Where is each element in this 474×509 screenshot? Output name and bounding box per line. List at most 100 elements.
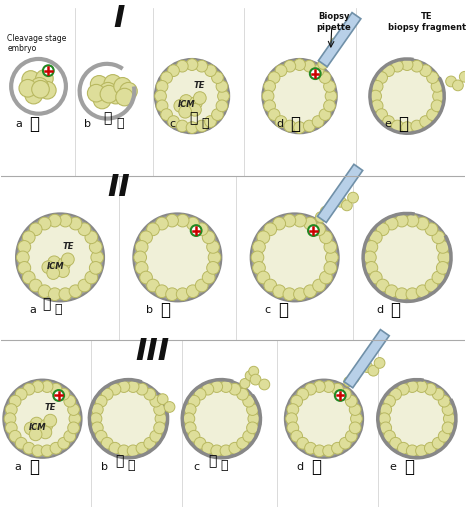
Circle shape — [168, 117, 179, 128]
Circle shape — [438, 395, 450, 407]
Circle shape — [32, 445, 44, 457]
Circle shape — [264, 101, 275, 112]
Circle shape — [442, 422, 454, 434]
Circle shape — [211, 109, 223, 121]
Text: a: a — [15, 461, 21, 471]
Circle shape — [416, 286, 429, 298]
Circle shape — [401, 60, 413, 71]
Circle shape — [133, 214, 221, 302]
Circle shape — [17, 251, 29, 264]
Circle shape — [332, 384, 343, 395]
Text: b: b — [100, 461, 108, 471]
Circle shape — [283, 288, 296, 301]
Circle shape — [268, 73, 280, 84]
Text: TE: TE — [45, 403, 56, 412]
Circle shape — [202, 272, 215, 285]
Circle shape — [431, 81, 443, 93]
Text: 🎥: 🎥 — [189, 111, 197, 125]
Circle shape — [444, 413, 455, 425]
Text: 🔬: 🔬 — [404, 457, 414, 475]
Circle shape — [351, 413, 362, 425]
Circle shape — [136, 442, 148, 454]
Circle shape — [390, 438, 401, 449]
Circle shape — [156, 81, 168, 93]
Circle shape — [310, 69, 320, 80]
Circle shape — [195, 279, 208, 292]
Circle shape — [186, 60, 198, 71]
Circle shape — [416, 218, 429, 231]
Circle shape — [371, 81, 383, 93]
Circle shape — [283, 215, 296, 228]
Circle shape — [47, 267, 60, 280]
Circle shape — [433, 91, 445, 103]
Circle shape — [438, 251, 451, 264]
Circle shape — [116, 89, 133, 107]
Circle shape — [41, 381, 53, 392]
Circle shape — [23, 442, 35, 454]
Circle shape — [319, 272, 332, 285]
Circle shape — [312, 66, 324, 77]
Circle shape — [266, 64, 333, 130]
Circle shape — [251, 214, 338, 302]
Circle shape — [16, 214, 104, 302]
Circle shape — [176, 61, 188, 73]
Circle shape — [339, 388, 351, 400]
Text: 🎥: 🎥 — [104, 111, 112, 125]
Circle shape — [229, 442, 241, 454]
Text: 🔬: 🔬 — [311, 457, 321, 475]
Circle shape — [5, 422, 17, 434]
Circle shape — [168, 66, 179, 77]
Circle shape — [369, 232, 382, 244]
Text: 🎥: 🎥 — [42, 297, 51, 310]
Text: c: c — [169, 119, 175, 129]
Circle shape — [330, 39, 340, 49]
Circle shape — [220, 445, 232, 457]
Circle shape — [432, 272, 445, 285]
Circle shape — [349, 373, 359, 383]
Circle shape — [291, 431, 302, 442]
Text: ICM: ICM — [29, 422, 46, 431]
Circle shape — [376, 223, 389, 236]
Circle shape — [349, 404, 361, 416]
Circle shape — [19, 80, 36, 98]
Circle shape — [378, 380, 456, 458]
Circle shape — [90, 413, 102, 425]
Circle shape — [416, 445, 428, 457]
Circle shape — [432, 232, 445, 244]
Circle shape — [335, 390, 346, 401]
Circle shape — [188, 395, 200, 407]
Circle shape — [392, 121, 403, 133]
Circle shape — [411, 61, 423, 73]
Circle shape — [29, 279, 42, 292]
Text: d: d — [296, 461, 303, 471]
Circle shape — [36, 71, 53, 88]
Circle shape — [58, 388, 70, 400]
Circle shape — [211, 445, 223, 457]
Circle shape — [119, 83, 137, 101]
Circle shape — [284, 121, 296, 133]
Circle shape — [395, 215, 408, 228]
Text: TE: TE — [62, 242, 73, 250]
Circle shape — [154, 404, 165, 416]
Circle shape — [237, 438, 248, 449]
Circle shape — [250, 375, 261, 385]
Circle shape — [263, 60, 337, 134]
Text: c: c — [194, 461, 200, 471]
Text: Cleavage stage
embryo: Cleavage stage embryo — [7, 34, 67, 53]
Circle shape — [293, 288, 306, 301]
Circle shape — [305, 384, 316, 395]
Circle shape — [427, 109, 438, 121]
Circle shape — [268, 109, 280, 121]
Circle shape — [383, 66, 394, 77]
Circle shape — [85, 272, 98, 285]
Circle shape — [205, 117, 217, 128]
Circle shape — [101, 438, 113, 449]
Circle shape — [134, 251, 146, 264]
Circle shape — [349, 422, 361, 434]
Circle shape — [91, 251, 104, 264]
Circle shape — [182, 380, 260, 458]
Circle shape — [42, 261, 55, 274]
Circle shape — [262, 91, 274, 103]
Circle shape — [380, 422, 392, 434]
Circle shape — [383, 385, 451, 453]
